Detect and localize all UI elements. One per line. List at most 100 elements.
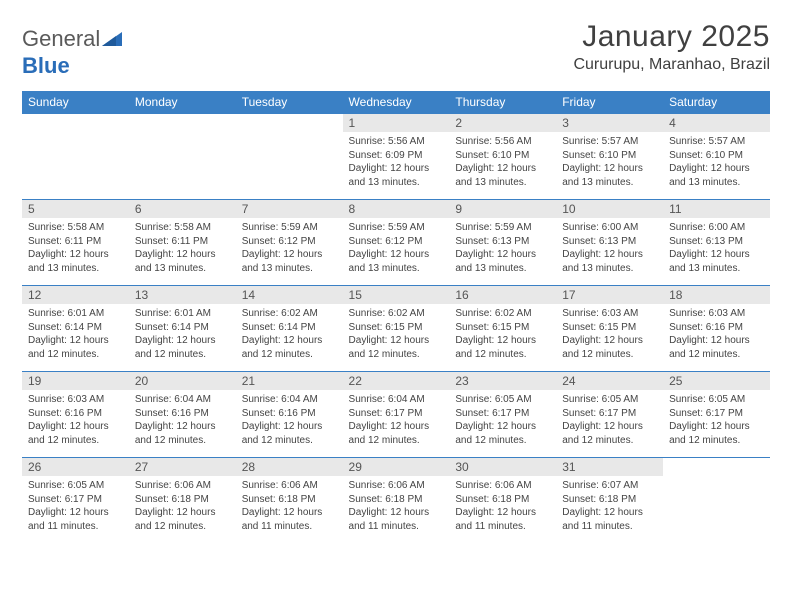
day-number: 7 (236, 200, 343, 218)
day-line: Daylight: 12 hours (349, 248, 444, 262)
day-line: and 12 minutes. (562, 348, 657, 362)
day-line: Daylight: 12 hours (349, 506, 444, 520)
weekday-thursday: Thursday (449, 91, 556, 114)
day-number: 12 (22, 286, 129, 304)
day-line: and 13 minutes. (455, 176, 550, 190)
day-body: Sunrise: 6:05 AMSunset: 6:17 PMDaylight:… (22, 476, 129, 537)
calendar-week-row: 5Sunrise: 5:58 AMSunset: 6:11 PMDaylight… (22, 200, 770, 286)
location-subtitle: Cururupu, Maranhao, Brazil (573, 56, 770, 74)
day-number: 4 (663, 114, 770, 132)
day-line: Daylight: 12 hours (135, 420, 230, 434)
calendar-day-cell (22, 114, 129, 200)
day-line: Daylight: 12 hours (455, 420, 550, 434)
day-line: and 11 minutes. (28, 520, 123, 534)
day-line: and 12 minutes. (135, 520, 230, 534)
calendar-day-cell: 12Sunrise: 6:01 AMSunset: 6:14 PMDayligh… (22, 286, 129, 372)
day-line: Sunrise: 5:57 AM (669, 135, 764, 149)
day-number: 21 (236, 372, 343, 390)
day-line: Sunset: 6:11 PM (28, 235, 123, 249)
day-line: Daylight: 12 hours (349, 162, 444, 176)
calendar-week-row: 1Sunrise: 5:56 AMSunset: 6:09 PMDaylight… (22, 114, 770, 200)
day-line: Sunrise: 6:03 AM (28, 393, 123, 407)
day-number: 3 (556, 114, 663, 132)
day-number: 2 (449, 114, 556, 132)
day-line: Sunrise: 6:04 AM (242, 393, 337, 407)
day-line: Sunset: 6:15 PM (455, 321, 550, 335)
day-line: Daylight: 12 hours (135, 506, 230, 520)
day-line: Sunrise: 6:06 AM (135, 479, 230, 493)
day-number: 31 (556, 458, 663, 476)
day-number: 22 (343, 372, 450, 390)
calendar-day-cell: 17Sunrise: 6:03 AMSunset: 6:15 PMDayligh… (556, 286, 663, 372)
day-line: and 11 minutes. (242, 520, 337, 534)
weekday-monday: Monday (129, 91, 236, 114)
day-line: Daylight: 12 hours (669, 248, 764, 262)
calendar-day-cell: 5Sunrise: 5:58 AMSunset: 6:11 PMDaylight… (22, 200, 129, 286)
calendar-day-cell: 20Sunrise: 6:04 AMSunset: 6:16 PMDayligh… (129, 372, 236, 458)
day-body: Sunrise: 5:58 AMSunset: 6:11 PMDaylight:… (129, 218, 236, 279)
day-body: Sunrise: 6:05 AMSunset: 6:17 PMDaylight:… (663, 390, 770, 451)
calendar-day-cell: 9Sunrise: 5:59 AMSunset: 6:13 PMDaylight… (449, 200, 556, 286)
day-number: 29 (343, 458, 450, 476)
weekday-saturday: Saturday (663, 91, 770, 114)
day-line: Daylight: 12 hours (242, 506, 337, 520)
day-line: Daylight: 12 hours (455, 162, 550, 176)
day-number: 18 (663, 286, 770, 304)
day-line: Daylight: 12 hours (28, 420, 123, 434)
day-line: Sunset: 6:13 PM (455, 235, 550, 249)
day-body: Sunrise: 6:02 AMSunset: 6:15 PMDaylight:… (449, 304, 556, 365)
day-body: Sunrise: 6:06 AMSunset: 6:18 PMDaylight:… (449, 476, 556, 537)
day-line: Daylight: 12 hours (669, 162, 764, 176)
day-line: Sunrise: 5:58 AM (135, 221, 230, 235)
day-number: 16 (449, 286, 556, 304)
day-line: Sunrise: 6:03 AM (562, 307, 657, 321)
day-body: Sunrise: 5:59 AMSunset: 6:13 PMDaylight:… (449, 218, 556, 279)
day-number: 1 (343, 114, 450, 132)
calendar-day-cell: 31Sunrise: 6:07 AMSunset: 6:18 PMDayligh… (556, 458, 663, 544)
day-line: Sunset: 6:10 PM (455, 149, 550, 163)
day-line: Daylight: 12 hours (669, 420, 764, 434)
calendar-day-cell: 7Sunrise: 5:59 AMSunset: 6:12 PMDaylight… (236, 200, 343, 286)
calendar-week-row: 19Sunrise: 6:03 AMSunset: 6:16 PMDayligh… (22, 372, 770, 458)
day-line: and 12 minutes. (242, 434, 337, 448)
day-line: and 12 minutes. (28, 434, 123, 448)
day-body: Sunrise: 5:56 AMSunset: 6:09 PMDaylight:… (343, 132, 450, 193)
calendar-day-cell: 16Sunrise: 6:02 AMSunset: 6:15 PMDayligh… (449, 286, 556, 372)
day-line: and 12 minutes. (562, 434, 657, 448)
page-title: January 2025 (573, 20, 770, 54)
calendar-day-cell: 21Sunrise: 6:04 AMSunset: 6:16 PMDayligh… (236, 372, 343, 458)
logo-text: General Blue (22, 26, 124, 79)
day-line: Sunrise: 6:01 AM (135, 307, 230, 321)
day-line: Sunset: 6:16 PM (242, 407, 337, 421)
day-line: and 11 minutes. (562, 520, 657, 534)
day-line: Sunrise: 6:05 AM (455, 393, 550, 407)
day-line: and 12 minutes. (669, 434, 764, 448)
day-line: Daylight: 12 hours (562, 248, 657, 262)
day-line: Daylight: 12 hours (349, 334, 444, 348)
day-body: Sunrise: 6:03 AMSunset: 6:15 PMDaylight:… (556, 304, 663, 365)
day-line: and 13 minutes. (669, 176, 764, 190)
day-body: Sunrise: 6:05 AMSunset: 6:17 PMDaylight:… (449, 390, 556, 451)
logo: General Blue (22, 26, 124, 79)
calendar-day-cell: 25Sunrise: 6:05 AMSunset: 6:17 PMDayligh… (663, 372, 770, 458)
day-line: Sunset: 6:17 PM (28, 493, 123, 507)
calendar-day-cell (663, 458, 770, 544)
day-body: Sunrise: 6:00 AMSunset: 6:13 PMDaylight:… (556, 218, 663, 279)
day-line: Sunrise: 6:05 AM (28, 479, 123, 493)
day-line: Sunrise: 5:59 AM (242, 221, 337, 235)
day-line: Sunrise: 5:56 AM (455, 135, 550, 149)
day-line: and 13 minutes. (242, 262, 337, 276)
day-body: Sunrise: 6:07 AMSunset: 6:18 PMDaylight:… (556, 476, 663, 537)
calendar-day-cell: 29Sunrise: 6:06 AMSunset: 6:18 PMDayligh… (343, 458, 450, 544)
day-line: Sunset: 6:18 PM (135, 493, 230, 507)
day-line: Sunset: 6:14 PM (242, 321, 337, 335)
day-body: Sunrise: 6:04 AMSunset: 6:16 PMDaylight:… (236, 390, 343, 451)
day-line: Sunrise: 5:56 AM (349, 135, 444, 149)
day-body: Sunrise: 5:59 AMSunset: 6:12 PMDaylight:… (236, 218, 343, 279)
day-line: Daylight: 12 hours (455, 334, 550, 348)
day-body: Sunrise: 6:02 AMSunset: 6:14 PMDaylight:… (236, 304, 343, 365)
calendar-week-row: 26Sunrise: 6:05 AMSunset: 6:17 PMDayligh… (22, 458, 770, 544)
day-body: Sunrise: 6:04 AMSunset: 6:17 PMDaylight:… (343, 390, 450, 451)
day-number: 30 (449, 458, 556, 476)
day-line: Sunset: 6:18 PM (242, 493, 337, 507)
